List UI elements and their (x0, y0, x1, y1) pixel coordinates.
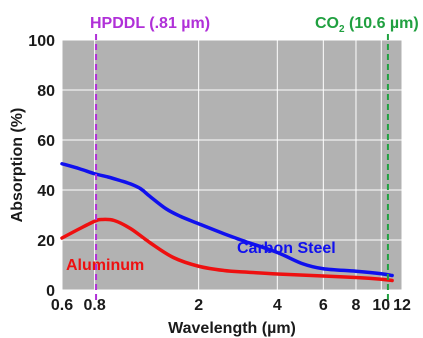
x-tick-label: 6 (319, 297, 328, 314)
hpddl-annotation-label: HPDDL (.81 µm) (90, 15, 210, 32)
series-label-aluminum: Aluminum (66, 257, 144, 274)
co2-annotation-label: CO2 (10.6 µm) (315, 15, 419, 35)
series-line-carbon-steel (60, 162, 394, 278)
y-tick-label: 80 (37, 83, 55, 100)
series-layer (60, 162, 394, 283)
series-label-carbon-steel: Carbon Steel (237, 240, 336, 257)
y-tick-label: 100 (28, 33, 55, 50)
annotation-layer (95, 34, 389, 300)
x-tick-label: 0.6 (51, 297, 73, 314)
co2-label-main: CO (315, 15, 339, 32)
x-tick-label: 8 (352, 297, 361, 314)
x-tick-label: 0.8 (84, 297, 106, 314)
co2-label-sub: 2 (339, 24, 345, 35)
y-tick-label: 40 (37, 183, 55, 200)
tick-labels: 0.6 0.8 2 4 6 8 10 12 0 20 40 60 80 100 (28, 33, 411, 314)
x-axis-title: Wavelength (µm) (168, 320, 296, 337)
y-axis-title: Absorption (%) (9, 108, 26, 223)
y-tick-label: 20 (37, 233, 55, 250)
y-tick-label: 0 (46, 283, 55, 300)
series-line-aluminum (60, 217, 394, 283)
x-tick-label: 4 (273, 297, 282, 314)
grid (61, 39, 403, 291)
x-tick-label: 12 (393, 297, 411, 314)
x-tick-label: 2 (194, 297, 203, 314)
x-tick-label: 10 (372, 297, 390, 314)
co2-label-rest: (10.6 µm) (345, 15, 419, 32)
y-tick-label: 60 (37, 133, 55, 150)
plot-area (62, 40, 402, 290)
